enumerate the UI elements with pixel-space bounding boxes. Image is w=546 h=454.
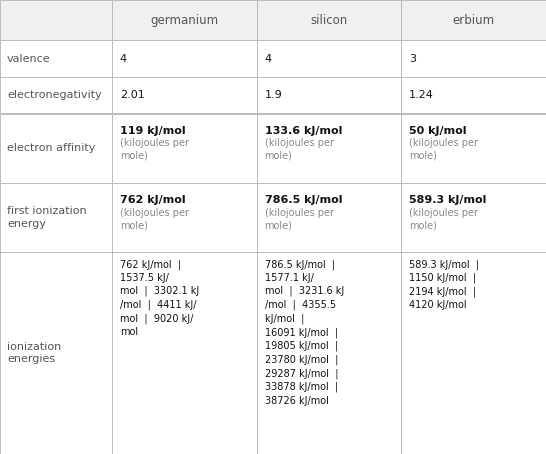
Bar bbox=[257, 77, 401, 114]
Bar bbox=[112, 0, 257, 40]
Text: first ionization
energy: first ionization energy bbox=[7, 206, 87, 228]
Bar bbox=[257, 252, 401, 454]
Bar bbox=[257, 183, 401, 252]
Bar bbox=[0, 252, 112, 454]
Text: 1.9: 1.9 bbox=[265, 90, 282, 100]
Text: (kilojoules per
mole): (kilojoules per mole) bbox=[410, 208, 478, 230]
Text: 762 kJ/mol  |
1537.5 kJ/
mol  |  3302.1 kJ
/mol  |  4411 kJ/
mol  |  9020 kJ/
mo: 762 kJ/mol | 1537.5 kJ/ mol | 3302.1 kJ … bbox=[120, 259, 199, 337]
Bar bbox=[0, 40, 112, 77]
Text: 786.5 kJ/mol: 786.5 kJ/mol bbox=[265, 195, 342, 205]
Text: germanium: germanium bbox=[150, 14, 218, 27]
Bar bbox=[257, 0, 401, 40]
Bar bbox=[0, 0, 112, 40]
Text: (kilojoules per
mole): (kilojoules per mole) bbox=[120, 138, 189, 161]
Bar bbox=[112, 77, 257, 114]
Bar bbox=[0, 183, 112, 252]
Bar bbox=[112, 183, 257, 252]
Text: 4: 4 bbox=[120, 54, 127, 64]
Text: 2.01: 2.01 bbox=[120, 90, 145, 100]
Text: 50 kJ/mol: 50 kJ/mol bbox=[410, 125, 467, 135]
Bar bbox=[0, 114, 112, 183]
Bar bbox=[0, 77, 112, 114]
Bar bbox=[401, 183, 546, 252]
Bar bbox=[401, 40, 546, 77]
Text: erbium: erbium bbox=[453, 14, 495, 27]
Text: (kilojoules per
mole): (kilojoules per mole) bbox=[410, 138, 478, 161]
Bar bbox=[401, 114, 546, 183]
Text: 786.5 kJ/mol  |
1577.1 kJ/
mol  |  3231.6 kJ
/mol  |  4355.5
kJ/mol  |
16091 kJ/: 786.5 kJ/mol | 1577.1 kJ/ mol | 3231.6 k… bbox=[265, 259, 344, 405]
Text: ionization
energies: ionization energies bbox=[7, 342, 61, 364]
Text: valence: valence bbox=[7, 54, 51, 64]
Text: 589.3 kJ/mol: 589.3 kJ/mol bbox=[410, 195, 486, 205]
Text: (kilojoules per
mole): (kilojoules per mole) bbox=[265, 138, 334, 161]
Bar bbox=[257, 40, 401, 77]
Bar bbox=[112, 252, 257, 454]
Text: electron affinity: electron affinity bbox=[7, 143, 96, 153]
Bar bbox=[401, 0, 546, 40]
Text: 4: 4 bbox=[265, 54, 272, 64]
Text: (kilojoules per
mole): (kilojoules per mole) bbox=[265, 208, 334, 230]
Text: (kilojoules per
mole): (kilojoules per mole) bbox=[120, 208, 189, 230]
Bar bbox=[401, 77, 546, 114]
Bar bbox=[401, 252, 546, 454]
Bar bbox=[112, 114, 257, 183]
Bar bbox=[112, 40, 257, 77]
Text: silicon: silicon bbox=[310, 14, 348, 27]
Text: 133.6 kJ/mol: 133.6 kJ/mol bbox=[265, 125, 342, 135]
Text: 3: 3 bbox=[410, 54, 416, 64]
Text: 1.24: 1.24 bbox=[410, 90, 434, 100]
Text: electronegativity: electronegativity bbox=[7, 90, 102, 100]
Text: 589.3 kJ/mol  |
1150 kJ/mol  |
2194 kJ/mol  |
4120 kJ/mol: 589.3 kJ/mol | 1150 kJ/mol | 2194 kJ/mol… bbox=[410, 259, 479, 310]
Text: 762 kJ/mol: 762 kJ/mol bbox=[120, 195, 186, 205]
Bar bbox=[257, 114, 401, 183]
Text: 119 kJ/mol: 119 kJ/mol bbox=[120, 125, 186, 135]
